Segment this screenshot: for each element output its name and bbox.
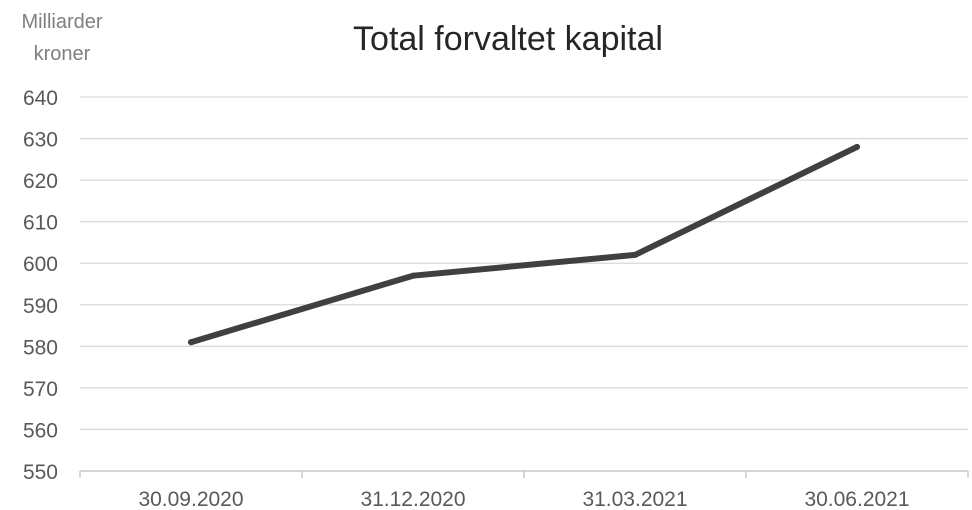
- x-axis-tick-labels: 30.09.2020 31.12.2020 31.03.2021 30.06.2021: [138, 488, 909, 510]
- data-point: [854, 143, 860, 150]
- series-line: [188, 143, 860, 346]
- chart-title: Total forvaltet kapital: [353, 20, 663, 58]
- data-point: [410, 272, 416, 279]
- y-axis-tick-labels: 550 560 570 580 590 600 610 620 630 640: [23, 87, 58, 484]
- x-axis: [79, 470, 969, 478]
- data-point: [188, 339, 194, 346]
- y-tick-label: 580: [23, 336, 58, 359]
- y-tick-label: 550: [23, 461, 58, 484]
- data-point: [632, 251, 638, 258]
- y-tick-label: 610: [23, 212, 58, 235]
- x-tick-label: 30.09.2020: [138, 488, 243, 510]
- series-layer: [188, 143, 860, 346]
- y-tick-label: 560: [23, 419, 58, 442]
- x-tick-label: 31.12.2020: [360, 488, 465, 510]
- y-axis-unit-line-1: Milliarder: [21, 11, 102, 33]
- x-tick-label: 31.03.2021: [582, 488, 687, 510]
- y-tick-label: 600: [23, 253, 58, 276]
- y-tick-label: 620: [23, 170, 58, 193]
- x-tick-label: 30.06.2021: [804, 488, 909, 510]
- y-tick-label: 640: [23, 87, 58, 110]
- y-axis-unit-line-2: kroner: [34, 43, 91, 65]
- y-tick-label: 590: [23, 295, 58, 318]
- y-tick-label: 570: [23, 378, 58, 401]
- y-tick-label: 630: [23, 129, 58, 152]
